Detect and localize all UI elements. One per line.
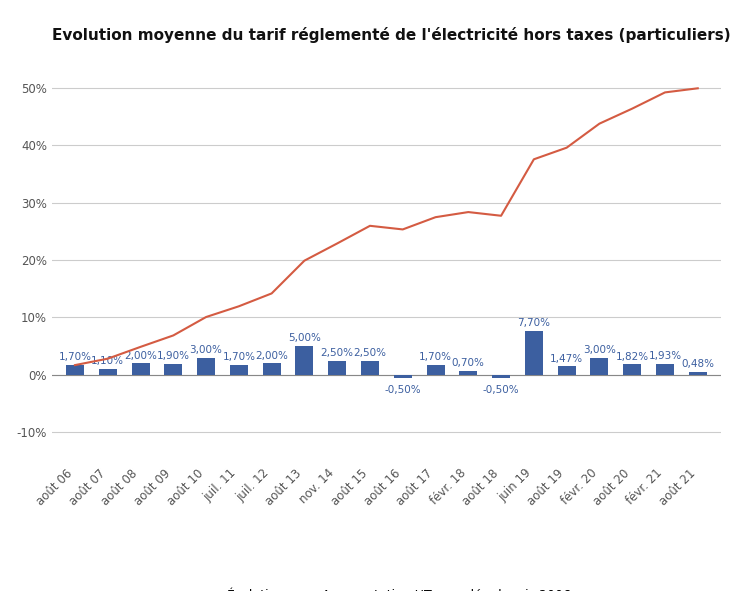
Bar [197,358,215,375]
Text: 2,50%: 2,50% [354,348,386,358]
Bar [296,346,314,375]
Bar [459,371,477,375]
Bar [394,375,412,378]
Text: 1,70%: 1,70% [419,352,452,362]
Text: 1,47%: 1,47% [550,353,583,363]
Text: 1,93%: 1,93% [649,351,681,361]
Bar [426,365,444,375]
Text: 2,00%: 2,00% [255,350,288,361]
Text: 3,00%: 3,00% [583,345,616,355]
Legend: Évolution, Augmentation HT cumulée depuis 2006: Évolution, Augmentation HT cumulée depui… [197,584,576,591]
Bar [525,330,543,375]
Text: 2,00%: 2,00% [124,350,157,361]
Text: 1,70%: 1,70% [222,352,256,362]
Text: 3,00%: 3,00% [189,345,222,355]
Text: 2,50%: 2,50% [321,348,354,358]
Text: 1,10%: 1,10% [91,356,124,366]
Text: 5,00%: 5,00% [288,333,321,343]
Bar [689,372,707,375]
Bar [164,364,182,375]
Bar [591,358,609,375]
Text: 1,82%: 1,82% [616,352,649,362]
Bar [230,365,248,375]
Text: 1,70%: 1,70% [59,352,91,362]
Bar [492,375,510,378]
Text: 0,48%: 0,48% [681,359,714,369]
Bar [623,365,641,375]
Bar [99,369,117,375]
Bar [361,361,379,375]
Text: 7,70%: 7,70% [517,318,551,328]
Bar [656,364,674,375]
Bar [262,363,281,375]
Bar [558,366,576,375]
Bar [66,365,84,375]
Text: 0,70%: 0,70% [452,358,484,368]
Text: -0,50%: -0,50% [483,385,519,395]
Bar [328,361,346,375]
Text: 1,90%: 1,90% [157,351,189,361]
Text: -0,50%: -0,50% [384,385,421,395]
Bar [132,363,149,375]
Text: Evolution moyenne du tarif réglementé de l'électricité hors taxes (particuliers): Evolution moyenne du tarif réglementé de… [52,27,730,43]
